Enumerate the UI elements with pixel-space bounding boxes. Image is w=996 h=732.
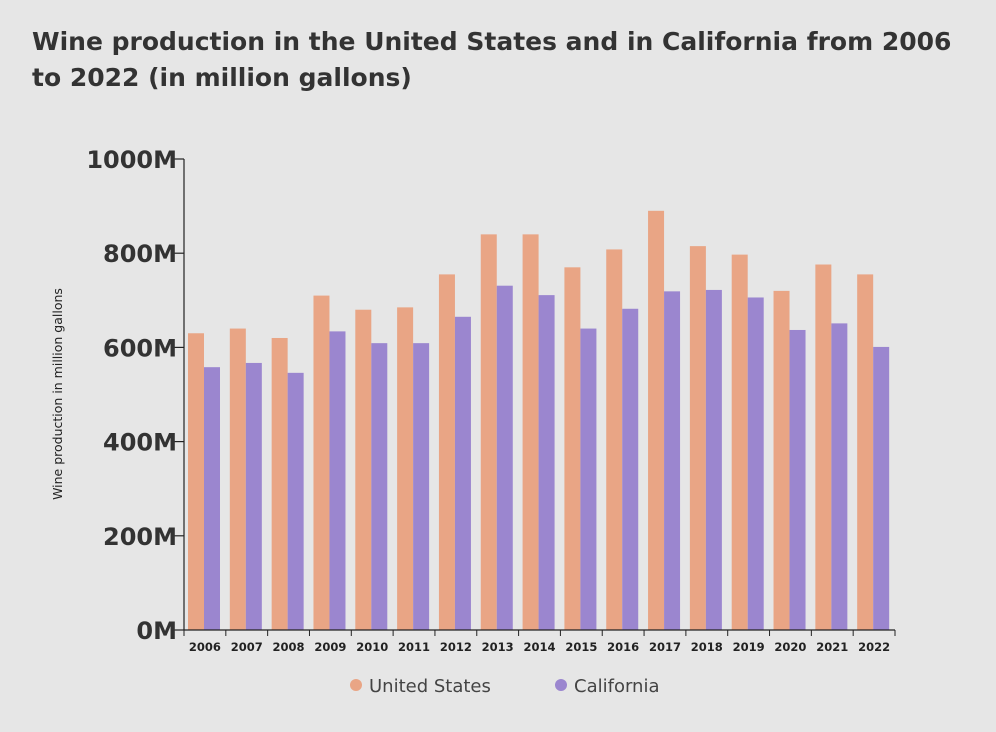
bar-united-states-2021	[815, 264, 832, 630]
bars	[188, 210, 890, 631]
bar-united-states-2007	[229, 328, 246, 630]
x-tick-label: 2021	[816, 640, 848, 654]
bar-united-states-2008	[271, 337, 288, 630]
bar-california-2014	[538, 295, 555, 630]
bar-california-2017	[664, 291, 681, 630]
x-tick-label: 2022	[858, 640, 890, 654]
legend-marker	[350, 679, 362, 691]
bar-united-states-2011	[397, 307, 414, 630]
bar-california-2010	[371, 343, 388, 630]
legend-marker	[555, 679, 567, 691]
bar-united-states-2015	[564, 267, 581, 630]
bar-california-2020	[789, 329, 806, 630]
y-tick-label: 200M	[103, 523, 177, 551]
bar-united-states-2016	[606, 249, 623, 630]
x-tick-label: 2016	[607, 640, 639, 654]
legend-label: California	[574, 676, 659, 697]
y-tick-label: 800M	[103, 240, 177, 268]
bar-united-states-2006	[188, 333, 204, 630]
y-tick-label: 600M	[103, 334, 177, 362]
bar-california-2011	[413, 343, 430, 630]
bar-california-2013	[496, 285, 513, 630]
bar-california-2021	[831, 323, 848, 630]
chart-title: Wine production in the United States and…	[32, 27, 952, 92]
bar-united-states-2019	[731, 254, 748, 630]
bar-california-2022	[873, 346, 890, 630]
bar-california-2008	[287, 372, 304, 630]
bar-united-states-2017	[648, 210, 665, 630]
x-tick-label: 2007	[231, 640, 263, 654]
x-tick-label: 2015	[565, 640, 597, 654]
x-tick-label: 2010	[356, 640, 388, 654]
bar-california-2012	[454, 316, 471, 630]
y-axis-label: Wine production in million gallons	[50, 288, 65, 500]
x-tick-label: 2017	[649, 640, 681, 654]
bar-united-states-2018	[689, 246, 706, 630]
x-tick-label: 2006	[189, 640, 221, 654]
bar-california-2007	[245, 362, 262, 630]
x-tick-label: 2014	[523, 640, 555, 654]
bar-california-2019	[747, 297, 764, 630]
x-tick-label: 2013	[482, 640, 514, 654]
x-tick-label: 2008	[273, 640, 305, 654]
bar-california-2015	[580, 328, 597, 630]
x-tick-label: 2009	[314, 640, 346, 654]
y-tick-label: 0M	[136, 617, 177, 645]
x-tick-label: 2012	[440, 640, 472, 654]
legend: United States California	[350, 676, 659, 697]
y-axis-ticks: 0M 200M 400M 600M 800M 1000M	[86, 146, 184, 645]
bar-california-2006	[204, 367, 220, 630]
bar-united-states-2009	[313, 295, 330, 630]
y-tick-label: 400M	[103, 429, 177, 457]
bar-united-states-2014	[522, 234, 539, 631]
legend-label: United States	[369, 676, 491, 697]
bar-united-states-2020	[773, 290, 790, 630]
bar-united-states-2013	[480, 234, 497, 631]
bar-california-2016	[622, 308, 639, 630]
x-tick-label: 2011	[398, 640, 430, 654]
bar-california-2009	[329, 331, 346, 630]
bar-united-states-2022	[857, 274, 874, 630]
x-axis-ticks: 2006 2007 2008 2009 2010 2011 2012 2013 2014 2015…	[183, 630, 896, 654]
x-tick-label: 2018	[691, 640, 723, 654]
bar-california-2018	[705, 289, 722, 630]
x-tick-label: 2020	[774, 640, 806, 654]
x-tick-label: 2019	[733, 640, 765, 654]
bar-united-states-2010	[355, 309, 372, 630]
y-tick-label: 1000M	[86, 146, 177, 174]
bar-united-states-2012	[438, 274, 455, 630]
